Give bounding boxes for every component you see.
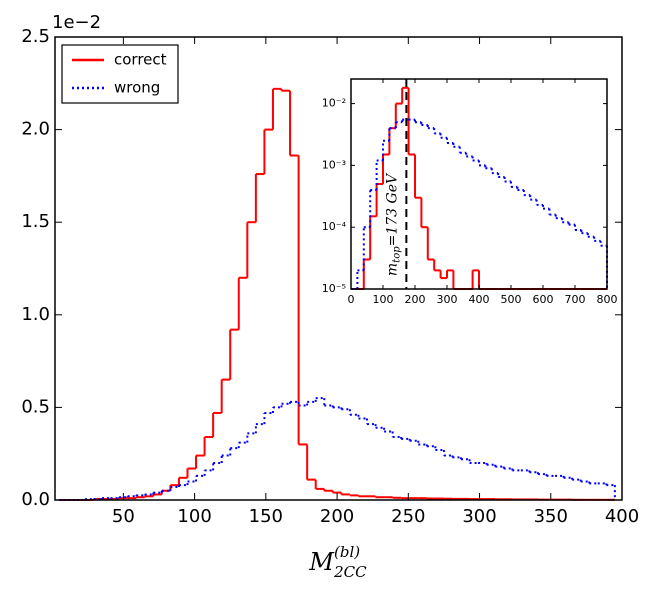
y-tick-label: 10⁻³ — [322, 158, 346, 171]
x-tick-label: 400 — [605, 506, 639, 527]
x-tick-label: 600 — [533, 293, 554, 306]
y-tick-label: 0.0 — [21, 489, 50, 510]
y-tick-label: 10⁻² — [322, 97, 346, 110]
x-axis-label: M(bl) 2CC — [308, 543, 367, 581]
x-tick-label: 300 — [437, 293, 458, 306]
x-tick-label: 50 — [112, 506, 135, 527]
annotation-sub: top — [391, 246, 402, 263]
x-tick-label: 100 — [373, 293, 394, 306]
y-tick-label: 1.0 — [21, 304, 50, 325]
x-tick-label: 250 — [391, 506, 425, 527]
x-tick-label: 700 — [565, 293, 586, 306]
y-offset-label: 1e−2 — [52, 12, 101, 33]
x-axis-label-main: M — [308, 548, 335, 576]
x-tick-label: 200 — [405, 293, 426, 306]
legend-box — [61, 44, 179, 104]
x-axis-label-sub: 2CC — [333, 563, 367, 581]
y-tick-label: 2.0 — [21, 119, 50, 140]
y-tick-label: 0.5 — [21, 396, 50, 417]
x-tick-label: 350 — [534, 506, 568, 527]
x-tick-label: 100 — [177, 506, 211, 527]
annotation-main: m — [384, 263, 400, 276]
x-tick-label: 800 — [597, 293, 618, 306]
annotation-rest: =173 GeV — [384, 172, 400, 246]
x-tick-label: 300 — [462, 506, 496, 527]
legend-label: correct — [114, 51, 167, 69]
x-tick-label: 400 — [469, 293, 490, 306]
y-tick-label: 1.5 — [21, 211, 50, 232]
x-tick-label: 0 — [348, 293, 355, 306]
histogram-connector — [83, 398, 616, 500]
x-tick-label: 200 — [320, 506, 354, 527]
x-axis-label-sup: (bl) — [334, 543, 360, 561]
x-tick-label: 150 — [249, 506, 283, 527]
y-tick-label: 2.5 — [21, 26, 50, 47]
plot-area — [351, 79, 607, 289]
x-tick-label: 500 — [501, 293, 522, 306]
y-tick-label: 10⁻⁵ — [322, 282, 346, 295]
legend-label: wrong — [114, 79, 160, 97]
y-tick-label: 10⁻⁴ — [322, 220, 347, 233]
histogram-connector — [356, 119, 608, 289]
annotation: mtop=173 GeV — [384, 172, 402, 276]
histogram-connector — [362, 87, 480, 289]
plot-frame — [54, 36, 623, 501]
